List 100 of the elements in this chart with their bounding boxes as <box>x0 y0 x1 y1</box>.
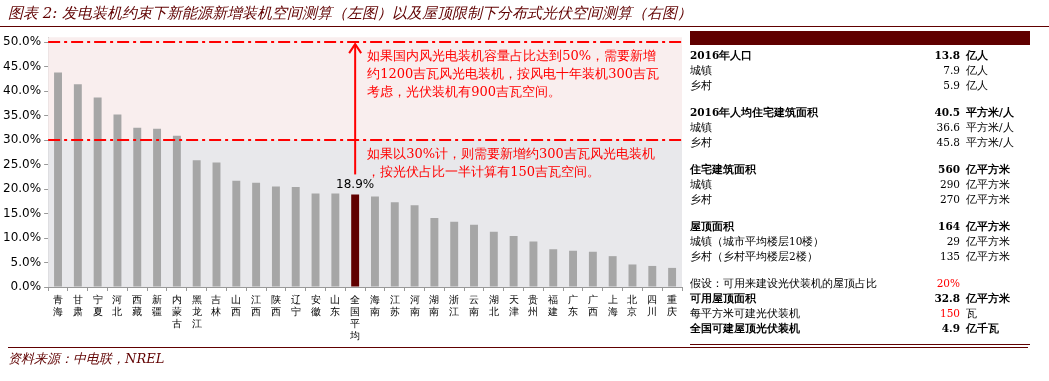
text: 亿人 <box>966 78 988 93</box>
y-tick-label: 25.0% <box>3 156 42 171</box>
x-tick-label: 山东 <box>330 293 341 317</box>
bar <box>153 128 162 287</box>
x-tick-label: 河南 <box>409 293 420 317</box>
bar <box>450 221 459 287</box>
text: 150 <box>939 307 960 319</box>
bar <box>133 127 142 287</box>
x-tick-label: 内蒙古 <box>171 293 182 329</box>
text: 32.8 <box>934 292 960 304</box>
text: 平方米/人 <box>966 135 1014 150</box>
x-tick-label: 广东 <box>568 293 579 317</box>
bar <box>549 249 558 287</box>
bar <box>351 194 360 287</box>
x-tick-label: 山西 <box>231 293 242 317</box>
y-tick-label: 30.0% <box>3 132 42 147</box>
bar <box>93 97 102 287</box>
text: 亿平方米 <box>966 291 1010 306</box>
y-tick-label: 15.0% <box>3 205 42 220</box>
text: 5.9 <box>943 79 960 91</box>
category-label: 城镇 <box>690 120 713 135</box>
x-tick-label: 四川 <box>647 293 658 317</box>
bar <box>331 193 340 287</box>
category-label: 城镇 <box>690 63 713 78</box>
y-tick-label: 0.0% <box>10 279 42 294</box>
category-label: 城镇 <box>690 177 713 192</box>
y-tick-label: 10.0% <box>3 230 42 245</box>
y-tick-label: 50.0% <box>3 34 42 49</box>
x-tick-label: 安徽 <box>310 293 321 317</box>
text: 平方米/人 <box>966 105 1014 120</box>
text: 资料来源：中电联，NREL <box>8 351 165 366</box>
x-tick-label: 辽宁 <box>290 293 301 317</box>
bar <box>54 72 62 287</box>
x-tick-label: 河北 <box>112 293 123 317</box>
x-tick-label: 北京 <box>627 293 638 317</box>
annotation: 如果以30%计，则需要新增约300吉瓦风光电装机，按光伏占比一半计算有150吉瓦空间。 <box>367 145 655 179</box>
x-tick-label: 浙江 <box>449 293 460 317</box>
text: 36.6 <box>936 121 960 133</box>
bar <box>569 250 578 287</box>
y-tick-label: 45.0% <box>3 58 42 73</box>
category-label: 假设：可用来建设光伏装机的屋顶占比 <box>690 276 878 291</box>
bar <box>252 182 261 287</box>
text: 平方米/人 <box>966 120 1014 135</box>
x-tick-label: 广西 <box>587 293 598 317</box>
category-label: 乡村 <box>690 135 713 150</box>
x-tick-label: 湖南 <box>429 293 440 317</box>
x-tick-label: 福建 <box>547 293 559 317</box>
x-tick-label: 上海 <box>607 293 618 317</box>
x-tick-label: 江西 <box>251 293 262 317</box>
x-tick-label: 陕西 <box>270 293 281 317</box>
text: 7.9 <box>943 64 960 76</box>
text: 亿平方米 <box>966 249 1010 264</box>
x-tick-label: 青海 <box>53 293 64 317</box>
text: 13.8 <box>934 49 960 61</box>
category-label: 每平方米可建光伏装机 <box>690 306 801 321</box>
bar <box>430 217 439 287</box>
text: 270 <box>939 193 960 205</box>
category-label: 2016年人口 <box>690 48 754 63</box>
bar <box>410 205 419 287</box>
bar <box>668 267 677 287</box>
category-label: 乡村 <box>690 78 713 93</box>
text: 亿人 <box>966 63 988 78</box>
text: 164 <box>938 220 960 232</box>
text: 亿平方米 <box>966 219 1010 234</box>
category-label: 全国可建屋顶光伏装机 <box>690 321 801 336</box>
annotation: 如果国内风光电装机容量占比达到50%，需要新增约1200吉瓦风光电装机，按风电十年装机300吉瓦考虑，光伏装机有900吉瓦空间。 <box>367 47 660 99</box>
bar <box>608 256 617 287</box>
x-tick-label: 宁夏 <box>92 293 103 317</box>
bar <box>509 236 518 287</box>
text: 290 <box>939 178 960 190</box>
category-label: 住宅建筑面积 <box>690 162 757 177</box>
x-tick-label: 黑龙江 <box>191 293 202 329</box>
bar <box>529 241 538 287</box>
bar <box>588 251 597 287</box>
category-label: 可用屋顶面积 <box>690 291 757 306</box>
y-tick-label: 35.0% <box>3 107 42 122</box>
text: 40.5 <box>934 106 960 118</box>
y-tick-label: 40.0% <box>3 83 42 98</box>
x-tick-label: 吉林 <box>210 293 222 317</box>
x-tick-label: 重庆 <box>667 293 678 317</box>
text: 29 <box>946 235 960 247</box>
y-tick-label: 20.0% <box>3 181 42 196</box>
x-tick-label: 贵州 <box>528 293 539 317</box>
x-tick-label: 西藏 <box>132 293 143 317</box>
text: 亿千瓦 <box>966 321 999 336</box>
bar <box>628 264 637 287</box>
x-tick-label: 湖北 <box>488 293 499 317</box>
text: 135 <box>939 250 960 262</box>
bar <box>311 193 320 287</box>
text: 45.8 <box>936 136 960 148</box>
bar <box>73 84 82 287</box>
text: 亿平方米 <box>966 162 1010 177</box>
text: 亿平方米 <box>966 177 1010 192</box>
bar <box>371 196 379 287</box>
x-tick-label: 新疆 <box>152 293 163 317</box>
bar <box>172 135 181 287</box>
text: 560 <box>938 163 960 175</box>
bar <box>291 187 300 287</box>
x-tick-label: 海南 <box>369 293 380 317</box>
x-tick-label: 全国平均 <box>349 293 361 341</box>
